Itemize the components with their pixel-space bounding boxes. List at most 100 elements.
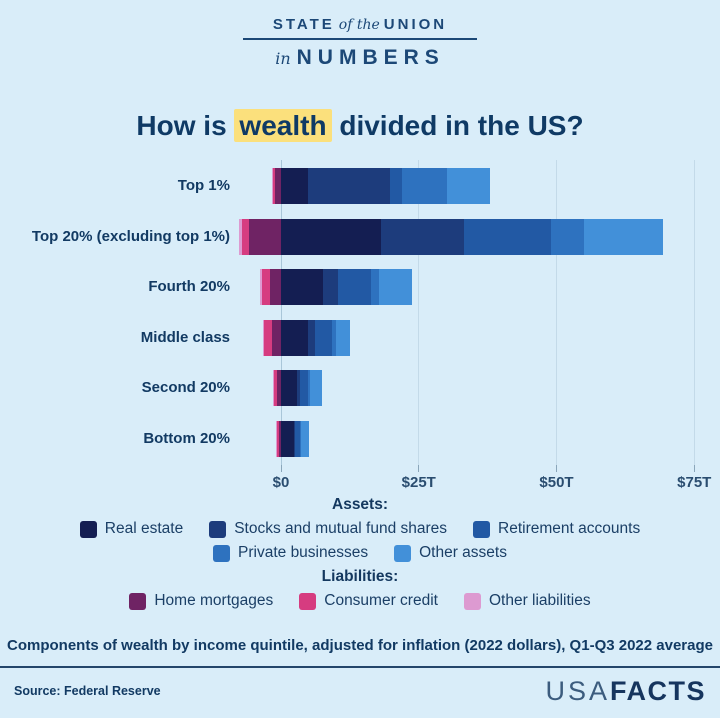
category-label: Fourth 20%	[148, 278, 230, 295]
axis-tick-label: $25T	[401, 474, 436, 491]
source-note: Source: Federal Reserve	[14, 684, 161, 698]
legend-label: Consumer credit	[324, 592, 438, 609]
bar-segment-consumer_credit	[241, 218, 250, 255]
bar-segment-stocks_mutual_funds	[296, 370, 300, 406]
legend-swatch	[129, 592, 147, 610]
bar-segment-home_mortgages	[249, 218, 281, 255]
logo-numbers: NUMBERS	[296, 46, 445, 69]
bar-segment-real_estate	[281, 370, 297, 406]
bar-segment-other_assets	[447, 168, 491, 204]
legend-label: Other assets	[419, 544, 507, 561]
bar-segment-retirement_accounts	[294, 420, 300, 457]
axis-tick-label: $0	[272, 474, 290, 491]
bar-segment-real_estate	[281, 218, 381, 255]
gridline	[556, 160, 557, 465]
bar-segment-other_liabilities	[276, 420, 277, 457]
chart-caption: Components of wealth by income quintile,…	[7, 637, 713, 654]
axis-tick-label: $75T	[677, 474, 712, 491]
logo-of-the: of the	[338, 17, 380, 33]
bar-segment-retirement_accounts	[299, 370, 308, 406]
bar-segment-retirement_accounts	[390, 168, 403, 204]
legend-label: Stocks and mutual fund shares	[234, 520, 448, 537]
title-pre: How is	[136, 110, 235, 141]
bar-segment-consumer_credit	[273, 168, 275, 204]
category-label: Second 20%	[141, 379, 230, 396]
bar-segment-consumer_credit	[264, 319, 273, 356]
bar-segment-other_liabilities	[263, 319, 265, 356]
liabilities-legend-heading: Liabilities:	[321, 568, 399, 585]
category-label: Top 1%	[177, 177, 230, 194]
bar-segment-home_mortgages	[277, 370, 281, 406]
chart-legend: Assets: Real estate Stocks and mutual fun…	[0, 494, 720, 616]
legend-label: Retirement accounts	[498, 520, 641, 537]
assets-legend-row: Real estate Stocks and mutual fund shares…	[0, 520, 720, 538]
bar-segment-consumer_credit	[273, 370, 278, 406]
bar-segment-other_liabilities	[271, 168, 274, 204]
stacked-bar-chart: $0 $25T $50T $75T Top 1% Top 20% (excluding t…	[0, 158, 720, 494]
bar-segment-retirement_accounts	[314, 319, 333, 356]
bar-segment-private_businesses	[370, 269, 380, 305]
legend-swatch	[394, 544, 412, 562]
assets-legend-item: Other assets	[394, 544, 507, 562]
logo-union: UNION	[383, 16, 448, 33]
bar-segment-private_businesses	[307, 370, 310, 406]
category-label: Bottom 20%	[143, 429, 230, 447]
axis-tick	[556, 465, 557, 472]
bar-segment-other_liabilities	[260, 269, 262, 305]
bar-segment-other_liabilities	[239, 218, 242, 255]
gridline	[693, 160, 695, 465]
legend-label: Private businesses	[238, 544, 369, 561]
legend-swatch	[473, 520, 491, 538]
bar-segment-stocks_mutual_funds	[293, 420, 295, 457]
bar-segment-retirement_accounts	[463, 218, 551, 255]
category-label: Top 20% (excluding top 1%)	[31, 227, 230, 245]
bar-segment-private_businesses	[550, 218, 585, 255]
bar-segment-other_liabilities	[272, 370, 274, 406]
liabilities-legend-item: Other liabilities	[463, 592, 591, 610]
bar-segment-other_assets	[584, 218, 663, 255]
liabilities-legend-rows: Home mortgages Consumer credit Other liabi…	[0, 592, 720, 610]
zero-gridline	[280, 160, 282, 465]
bar-segment-real_estate	[281, 168, 308, 204]
bar-segment-real_estate	[281, 420, 294, 457]
assets-legend-item: Real estate	[79, 520, 184, 538]
bar-segment-stocks_mutual_funds	[307, 168, 391, 204]
legend-swatch	[463, 592, 481, 610]
assets-legend-item: Private businesses	[213, 544, 368, 562]
usafacts-logo-facts: FACTS	[609, 676, 706, 706]
bar-segment-stocks_mutual_funds	[307, 319, 315, 356]
liabilities-legend-row: Home mortgages Consumer credit Other liabi…	[0, 592, 720, 610]
legend-swatch	[299, 592, 317, 610]
page-title: How is wealth divided in the US?	[0, 109, 720, 142]
assets-legend-row: Private businesses Other assets	[0, 544, 720, 562]
axis-tick-label: $50T	[539, 474, 574, 491]
bar-segment-stocks_mutual_funds	[323, 269, 339, 305]
legend-label: Home mortgages	[154, 592, 274, 609]
logo-divider	[243, 38, 477, 40]
state-of-the-union-logo: STATE of the UNION in NUMBERS	[0, 16, 720, 70]
category-label: Middle class	[140, 328, 230, 346]
footer-divider	[0, 666, 720, 668]
legend-label: Real estate	[104, 520, 184, 537]
liabilities-legend-item: Home mortgages	[129, 592, 273, 610]
gridline	[418, 160, 420, 465]
bar-segment-consumer_credit	[276, 420, 279, 457]
assets-legend-heading: Assets:	[332, 496, 388, 513]
bar-segment-private_businesses	[332, 319, 336, 356]
bar-segment-real_estate	[281, 319, 308, 356]
legend-label: Other liabilities	[488, 592, 591, 609]
assets-legend-item: Stocks and mutual fund shares	[209, 520, 447, 538]
liabilities-legend-item: Consumer credit	[299, 592, 438, 610]
bar-segment-stocks_mutual_funds	[380, 218, 464, 255]
usafacts-logo-usa: USA	[545, 676, 610, 706]
logo-line-1: STATE of the UNION	[0, 16, 720, 33]
bar-segment-real_estate	[281, 269, 324, 305]
legend-swatch	[79, 520, 97, 538]
bar-segment-home_mortgages	[269, 269, 281, 305]
logo-in: in	[275, 49, 291, 68]
legend-swatch	[213, 544, 231, 562]
bar-segment-other_assets	[300, 420, 310, 457]
assets-legend-rows: Real estate Stocks and mutual fund shares…	[0, 520, 720, 562]
bar-segment-consumer_credit	[261, 269, 270, 305]
